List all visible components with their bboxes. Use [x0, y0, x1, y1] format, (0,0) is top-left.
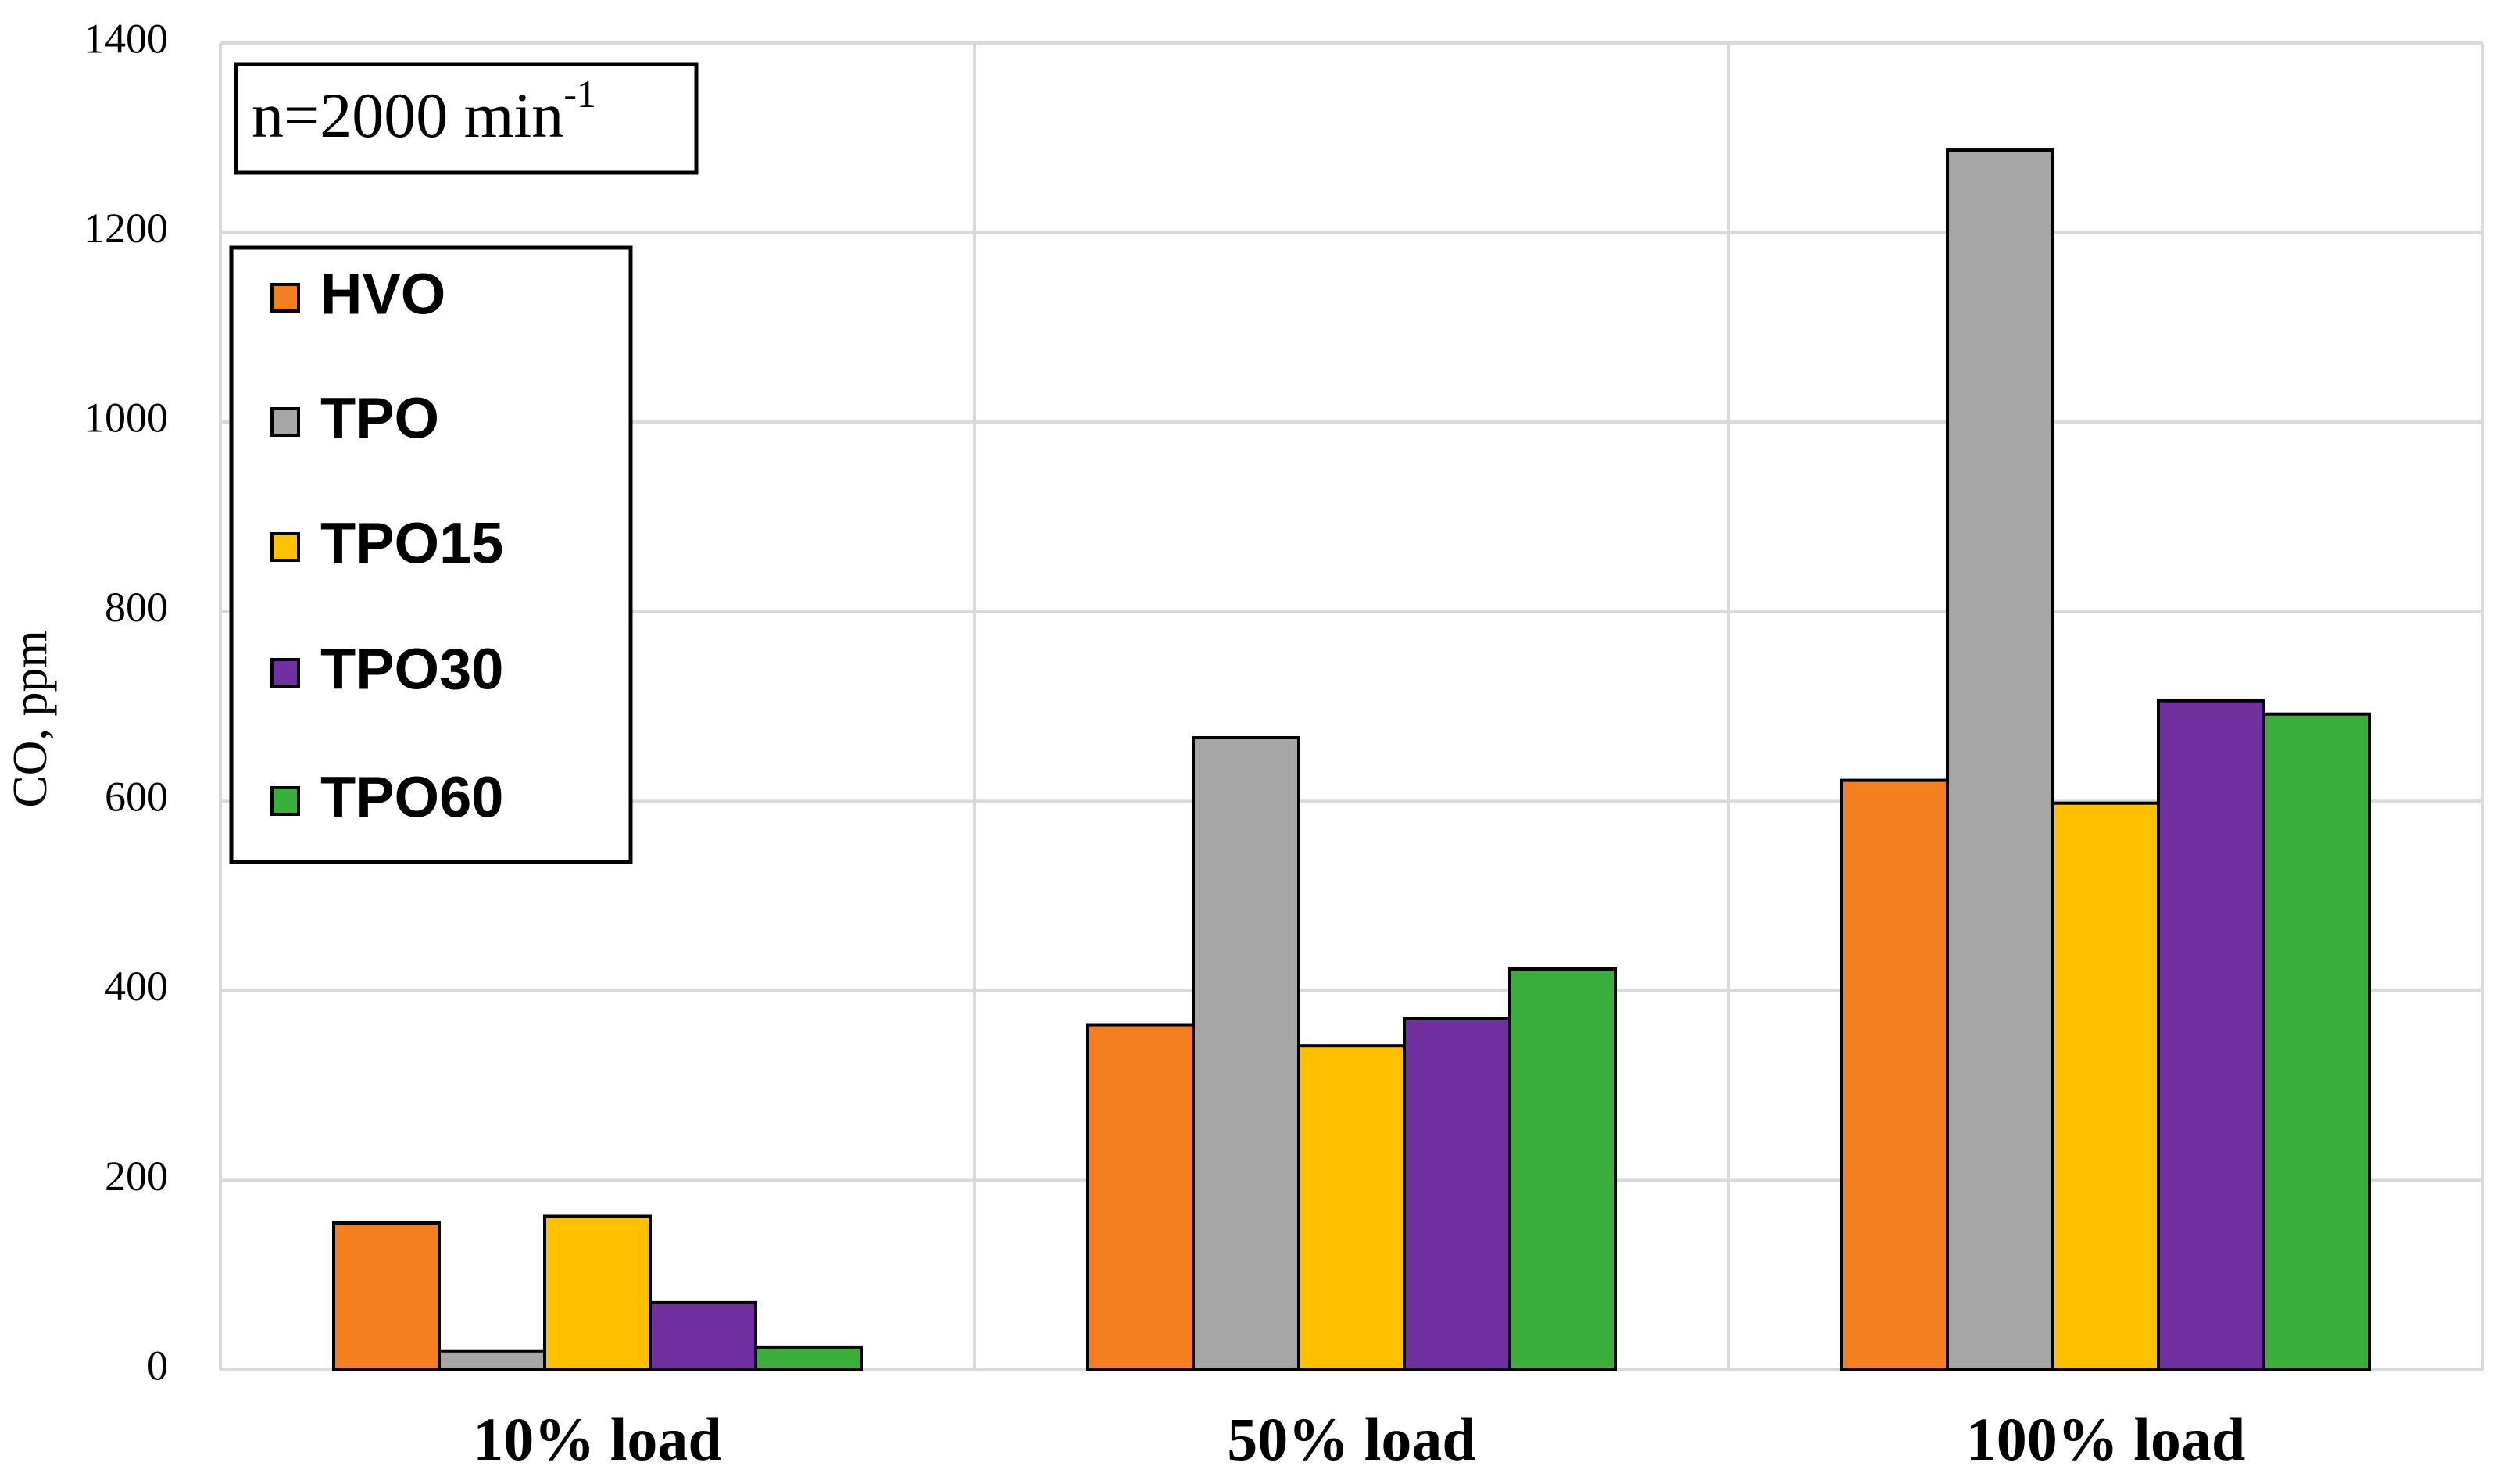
y-tick-label: 1200	[84, 205, 168, 252]
bar	[1946, 148, 2054, 1371]
y-tick-label: 0	[147, 1342, 168, 1389]
bar	[2051, 801, 2160, 1371]
y-tick-label: 800	[105, 584, 168, 631]
bar	[332, 1221, 441, 1372]
annotation-superscript: -1	[563, 72, 596, 116]
x-tick-label: 100% load	[1966, 1405, 2246, 1473]
legend-label: TPO60	[320, 765, 503, 830]
bar	[438, 1349, 546, 1371]
bar	[649, 1300, 757, 1371]
bar	[1297, 1044, 1406, 1372]
annotation-box	[234, 62, 699, 175]
bar	[1840, 778, 1949, 1371]
legend-swatch	[270, 407, 300, 437]
bar	[1403, 1017, 1511, 1372]
y-tick-label: 200	[105, 1153, 168, 1200]
bar	[1192, 736, 1300, 1371]
annotation-text: n=2000 min	[252, 80, 563, 151]
y-tick-label: 1000	[84, 395, 168, 442]
x-tick-label: 50% load	[1227, 1405, 1476, 1473]
legend-label: TPO30	[320, 637, 503, 702]
legend-swatch	[270, 658, 300, 688]
bar	[2262, 712, 2371, 1371]
legend-swatch	[270, 786, 300, 816]
bar	[1086, 1023, 1195, 1372]
bar	[2157, 699, 2265, 1371]
bar	[1508, 967, 1617, 1371]
legend-swatch	[270, 532, 300, 562]
bar	[754, 1345, 863, 1372]
bar	[543, 1214, 652, 1371]
legend-label: TPO15	[320, 511, 503, 576]
x-tick-label: 10% load	[473, 1405, 722, 1473]
y-axis-label: CO, ppm	[4, 630, 57, 807]
legend-label: HVO	[320, 262, 445, 327]
y-tick-label: 1400	[84, 15, 168, 62]
y-tick-label: 400	[105, 963, 168, 1010]
legend-swatch	[270, 283, 300, 313]
legend-label: TPO	[320, 386, 439, 451]
annotation: n=2000 min-1	[252, 72, 596, 150]
y-tick-label: 600	[105, 774, 168, 821]
